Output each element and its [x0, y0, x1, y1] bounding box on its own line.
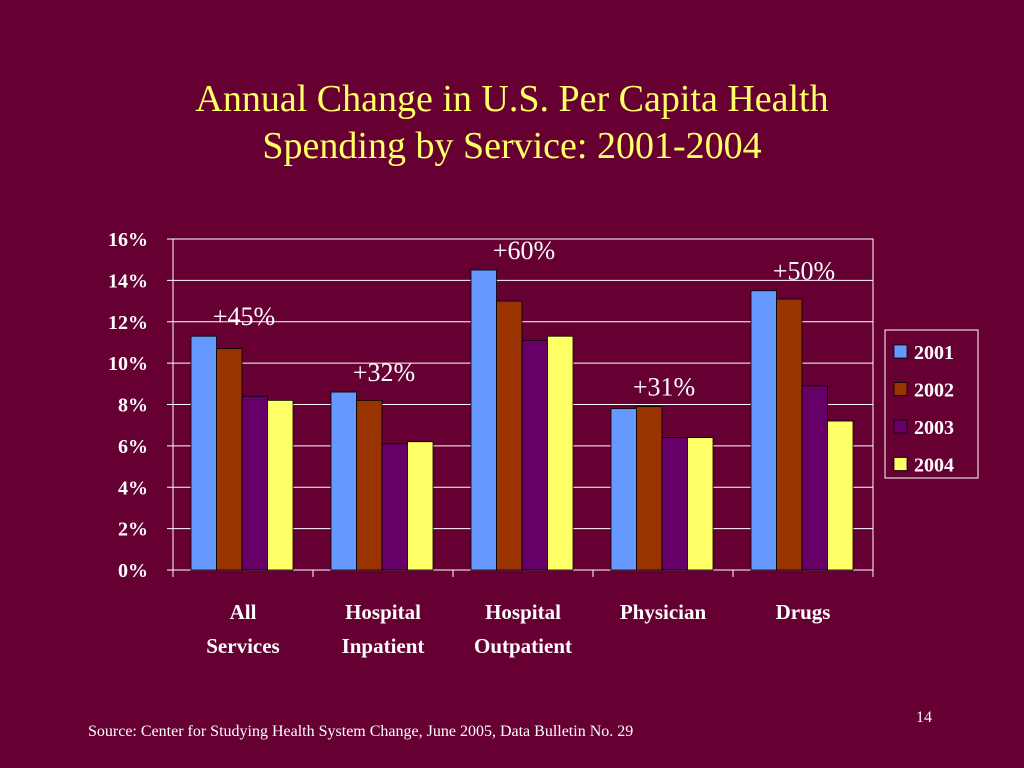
bar-2002	[216, 348, 243, 571]
y-tick-label: 16%	[108, 229, 148, 251]
x-tick-label: Services	[206, 634, 279, 658]
bar-2003	[801, 385, 828, 571]
growth-annotation: +45%	[213, 302, 275, 331]
slide-number: 14	[916, 709, 932, 726]
source-note: Source: Center for Studying Health Syste…	[88, 723, 634, 740]
legend-label: 2002	[914, 380, 954, 402]
x-tick-label: Hospital	[345, 600, 421, 624]
bar-2002	[356, 399, 383, 571]
legend-box	[884, 329, 979, 479]
bar-2004	[827, 420, 854, 571]
y-tick-label: 6%	[118, 436, 148, 458]
bar-2003	[521, 339, 548, 571]
bar-2001	[750, 290, 777, 571]
bar-2002	[636, 406, 663, 571]
y-tick-label: 4%	[118, 477, 148, 499]
x-tick-label: Drugs	[776, 600, 831, 624]
x-tick-label: Hospital	[485, 600, 561, 624]
x-tick-label: Physician	[620, 600, 707, 624]
bar-2002	[496, 300, 523, 571]
y-tick-label: 10%	[108, 353, 148, 375]
growth-annotation: +60%	[493, 236, 555, 265]
title-line-1: Annual Change in U.S. Per Capita Health	[195, 78, 829, 120]
legend-swatch-2001	[893, 344, 908, 359]
bar-2001	[610, 408, 637, 571]
x-tick-label: Outpatient	[474, 634, 572, 658]
growth-annotation: +32%	[353, 358, 415, 387]
bar-2003	[241, 395, 268, 571]
bar-2004	[687, 437, 714, 571]
bar-2001	[470, 269, 497, 571]
y-tick-label: 14%	[108, 270, 148, 292]
legend-swatch-2002	[893, 382, 908, 396]
bar-2003	[661, 437, 688, 571]
x-tick-label: All	[230, 600, 257, 624]
bar-2001	[330, 391, 357, 571]
bar-2004	[267, 399, 294, 571]
growth-annotation: +31%	[633, 373, 695, 402]
y-tick-label: 12%	[108, 312, 148, 334]
legend-label: 2003	[914, 417, 954, 439]
y-tick-label: 8%	[118, 395, 148, 417]
y-tick-label: 0%	[118, 560, 148, 582]
y-tick-label: 2%	[118, 519, 148, 541]
growth-annotation: +50%	[773, 257, 835, 286]
bar-2001	[190, 335, 217, 571]
legend-label: 2001	[914, 342, 954, 364]
bar-2004	[407, 441, 434, 571]
legend-swatch-2004	[893, 457, 908, 471]
bar-2002	[776, 298, 803, 571]
slide-title: Annual Change in U.S. Per Capita Health …	[0, 76, 1024, 170]
legend-label: 2004	[914, 455, 954, 477]
bar-2004	[547, 335, 574, 571]
bar-2003	[381, 443, 408, 571]
title-line-2: Spending by Service: 2001-2004	[262, 125, 762, 167]
legend-swatch-2003	[893, 419, 908, 434]
x-tick-label: Inpatient	[342, 634, 425, 658]
